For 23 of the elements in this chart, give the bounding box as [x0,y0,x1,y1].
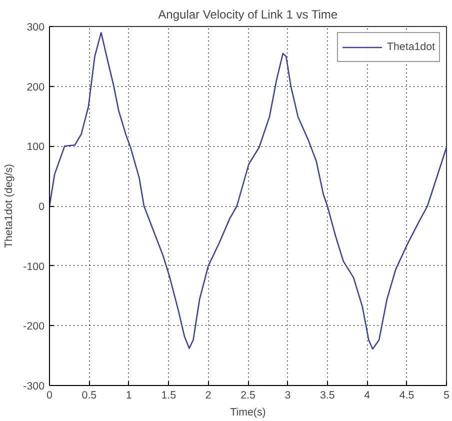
x-tick-label: 5 [444,390,450,402]
y-tick-label: -300 [23,380,45,392]
y-tick-label: 0 [38,201,45,213]
x-tick-label: 1.5 [161,390,176,402]
x-tick-label: 2 [205,390,212,402]
y-tick-label: -100 [23,260,45,273]
y-tick-label: 100 [26,141,45,154]
x-tick-label: 1 [126,390,132,402]
x-tick-label: 3.5 [320,390,335,402]
x-tick-label: 0 [46,390,53,402]
x-tick-label: 0.5 [82,390,97,402]
y-axis-title: Theta1dot (deg/s) [3,164,16,248]
y-tick-label: -200 [23,320,45,333]
y-tick-label: 200 [26,81,45,94]
legend-label: Theta1dot [387,41,435,53]
line-series [50,32,446,350]
x-tick-label: 4 [364,390,370,402]
x-tick-label: 3 [284,390,291,402]
x-axis-title: Time(s) [230,406,266,418]
chart-title: Angular Velocity of Link 1 vs Time [158,8,338,22]
y-tick-label: 300 [26,22,45,34]
x-tick-label: 2.5 [240,390,256,402]
x-tick-label: 4.5 [399,390,414,402]
